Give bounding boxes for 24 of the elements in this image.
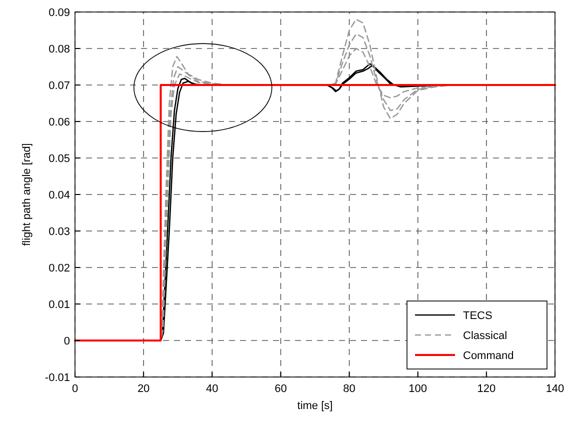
y-tick-label: 0.02 xyxy=(48,262,70,274)
y-tick-label: 0.08 xyxy=(48,44,70,56)
y-tick-label: 0.01 xyxy=(48,299,70,311)
legend-label: Command xyxy=(463,350,514,362)
y-tick-label: 0.03 xyxy=(48,226,70,238)
y-tick-label: 0.06 xyxy=(48,116,70,128)
x-tick-label: 120 xyxy=(477,383,496,395)
x-tick-label: 0 xyxy=(72,383,78,395)
y-tick-label: 0 xyxy=(64,336,70,348)
x-axis-title: time [s] xyxy=(297,400,333,412)
x-tick-label: 20 xyxy=(137,383,150,395)
x-tick-label: 40 xyxy=(206,383,218,395)
y-tick-label: -0.01 xyxy=(44,372,70,384)
x-tick-label: 80 xyxy=(343,383,356,395)
legend-label: TECS xyxy=(463,310,492,322)
y-tick-label: 0.04 xyxy=(48,190,70,202)
x-tick-label: 140 xyxy=(546,383,564,395)
y-axis-title: flight path angle [rad] xyxy=(21,143,33,246)
y-tick-label: 0.07 xyxy=(48,80,70,92)
y-tick-label: 0.05 xyxy=(48,153,70,165)
x-tick-label: 100 xyxy=(408,383,428,395)
x-tick-label: 60 xyxy=(274,383,287,395)
y-tick-label: 0.09 xyxy=(48,7,70,19)
legend-label: Classical xyxy=(463,330,508,342)
